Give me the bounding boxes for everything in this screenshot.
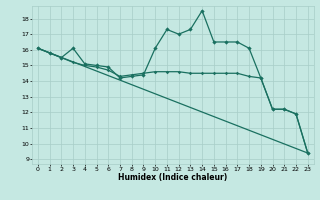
- X-axis label: Humidex (Indice chaleur): Humidex (Indice chaleur): [118, 173, 228, 182]
